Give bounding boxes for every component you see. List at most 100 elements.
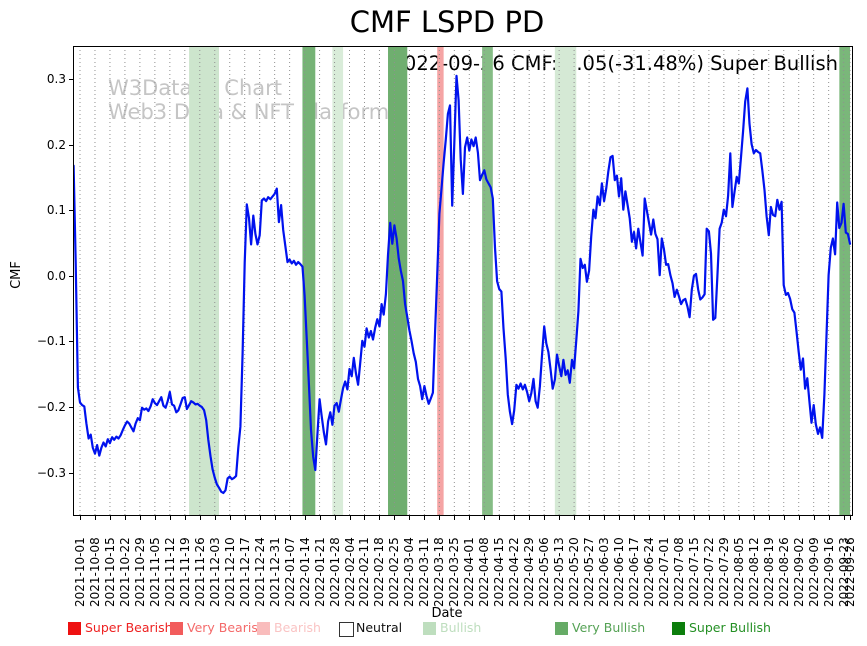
legend-swatch-icon xyxy=(672,622,685,635)
x-tick-mark xyxy=(199,516,201,520)
signal-band-bullish xyxy=(332,46,344,516)
x-tick-label: 2022-05-06 xyxy=(537,537,552,607)
x-tick-label: 2022-08-05 xyxy=(731,537,746,607)
x-tick-label: 2021-12-17 xyxy=(237,537,252,607)
x-tick-mark xyxy=(514,516,516,520)
x-tick-label: 2022-09-26 xyxy=(843,537,858,607)
y-axis-label: CMF xyxy=(9,261,24,289)
x-tick-mark xyxy=(80,516,81,520)
signal-vline-very-bearish xyxy=(437,46,444,516)
x-tick-mark xyxy=(850,516,852,520)
x-tick-label: 2022-07-08 xyxy=(671,537,686,607)
y-tick-label: 0.0 xyxy=(46,268,66,283)
plot-canvas xyxy=(73,46,853,516)
x-tick-mark xyxy=(604,516,606,520)
legend-label: Bullish xyxy=(440,620,482,635)
x-tick-mark xyxy=(109,516,111,520)
y-tick-mark xyxy=(69,210,73,212)
y-tick-mark xyxy=(69,275,73,277)
x-tick-mark xyxy=(334,516,336,520)
x-tick-label: 2022-09-16 xyxy=(821,537,836,607)
x-tick-label: 2021-11-05 xyxy=(147,537,162,607)
x-tick-label: 2022-03-25 xyxy=(447,537,462,607)
x-tick-label: 2022-03-04 xyxy=(402,537,417,607)
x-tick-label: 2021-11-12 xyxy=(162,537,177,607)
y-tick-mark xyxy=(69,472,73,474)
x-tick-mark xyxy=(349,516,351,520)
x-tick-mark xyxy=(768,516,770,520)
x-tick-label: 2022-07-22 xyxy=(701,537,716,607)
x-tick-mark xyxy=(169,516,171,520)
y-tick-label: −0.1 xyxy=(36,334,66,349)
x-tick-mark xyxy=(139,516,141,520)
x-tick-mark xyxy=(663,516,665,520)
legend: Super Bearish Very Bearish Bearish Neutral B… xyxy=(0,619,867,639)
x-tick-label: 2022-07-29 xyxy=(716,537,731,607)
x-tick-label: 2022-07-01 xyxy=(656,537,671,607)
x-tick-label: 2022-03-18 xyxy=(432,537,447,607)
x-tick-label: 2022-06-10 xyxy=(612,537,627,607)
x-tick-mark xyxy=(319,516,321,520)
x-tick-label: 2021-10-15 xyxy=(102,537,117,607)
x-tick-mark xyxy=(154,516,156,520)
signal-band-very-bullish xyxy=(388,46,408,516)
y-tick-mark xyxy=(69,79,73,81)
x-tick-mark xyxy=(619,516,621,520)
annotation-text: 2022-09-26 CMF: 0.05(-31.48%) Super Bull… xyxy=(391,52,839,75)
x-tick-mark xyxy=(559,516,561,520)
signal-band-very-bullish xyxy=(482,46,493,516)
legend-label: Very Bullish xyxy=(572,620,646,635)
x-tick-label: 2022-02-25 xyxy=(387,537,402,607)
x-tick-label: 2022-08-12 xyxy=(746,537,761,607)
x-tick-label: 2021-10-08 xyxy=(87,537,102,607)
x-tick-label: 2022-06-03 xyxy=(597,537,612,607)
x-tick-mark xyxy=(439,516,441,520)
x-tick-mark xyxy=(424,516,426,520)
x-tick-mark xyxy=(289,516,291,520)
x-tick-label: 2021-12-10 xyxy=(222,537,237,607)
signal-band-very-bullish xyxy=(302,46,316,516)
x-tick-label: 2022-04-01 xyxy=(462,537,477,607)
legend-swatch-icon xyxy=(257,622,270,635)
x-tick-mark xyxy=(798,516,800,520)
x-tick-mark xyxy=(394,516,396,520)
x-tick-label: 2022-01-14 xyxy=(297,537,312,607)
signal-band-bullish xyxy=(554,46,577,516)
x-tick-mark xyxy=(214,516,216,520)
x-tick-label: 2022-07-15 xyxy=(686,537,701,607)
x-tick-mark xyxy=(723,516,725,520)
x-tick-mark xyxy=(229,516,231,520)
y-tick-mark xyxy=(69,341,73,343)
x-tick-label: 2022-08-26 xyxy=(776,537,791,607)
x-tick-mark xyxy=(124,516,126,520)
legend-label: Very Bearish xyxy=(187,620,266,635)
x-tick-mark xyxy=(244,516,246,520)
legend-swatch-icon xyxy=(339,622,354,637)
y-tick-label: 0.1 xyxy=(46,203,66,218)
x-tick-mark xyxy=(259,516,261,520)
x-tick-label: 2022-08-19 xyxy=(761,537,776,607)
legend-label: Super Bullish xyxy=(689,620,771,635)
x-tick-mark xyxy=(843,516,845,520)
x-tick-mark xyxy=(708,516,710,520)
x-tick-label: 2021-12-24 xyxy=(252,537,267,607)
y-tick-label: −0.2 xyxy=(36,400,66,415)
x-tick-label: 2022-01-21 xyxy=(312,537,327,607)
x-tick-label: 2022-01-07 xyxy=(282,537,297,607)
x-tick-mark xyxy=(753,516,755,520)
x-tick-label: 2022-06-17 xyxy=(627,537,641,607)
x-axis-label: Date xyxy=(431,606,463,621)
x-tick-label: 2022-05-13 xyxy=(552,537,567,607)
page-title: CMF LSPD PD xyxy=(349,5,545,39)
x-tick-label: 2022-04-08 xyxy=(477,537,492,607)
x-tick-mark xyxy=(783,516,785,520)
legend-label: Bearish xyxy=(274,620,321,635)
x-tick-label: 2022-01-28 xyxy=(327,537,342,607)
x-tick-mark xyxy=(693,516,695,520)
x-tick-label: 2022-04-15 xyxy=(492,537,507,607)
x-tick-mark xyxy=(813,516,815,520)
x-tick-mark xyxy=(529,516,531,520)
x-tick-label: 2021-10-29 xyxy=(132,537,147,607)
y-tick-label: 0.2 xyxy=(46,137,66,152)
